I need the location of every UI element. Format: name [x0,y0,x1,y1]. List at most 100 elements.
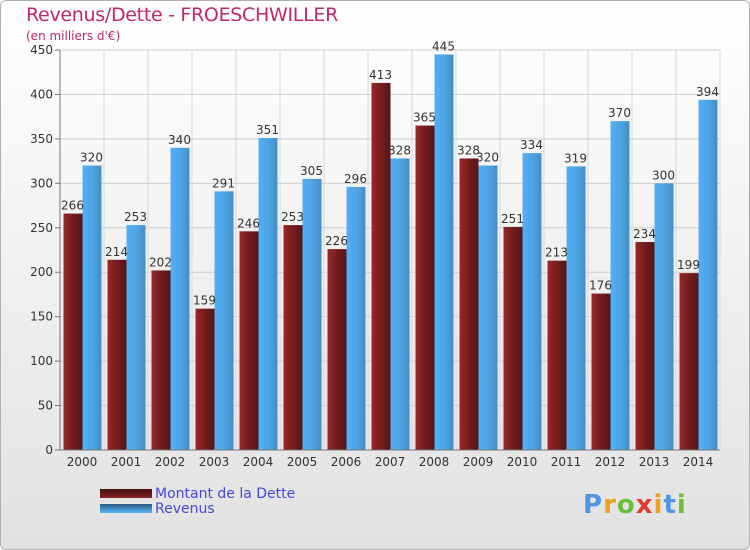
y-tick-label: 200 [30,265,53,279]
proxiti-logo: Proxiti [583,490,687,520]
x-tick-label: 2012 [595,455,626,469]
bar-dette [459,158,479,450]
y-tick-label: 350 [30,132,53,146]
data-label-revenus: 340 [168,133,191,147]
bar-revenus [214,191,234,451]
data-label-revenus: 305 [300,164,323,178]
bar-dette [371,82,391,450]
data-label-revenus: 320 [476,151,499,165]
data-label-dette: 199 [677,258,700,272]
logo-letter: i [653,490,664,520]
logo-letter: P [583,490,604,520]
x-tick-label: 2003 [199,455,230,469]
bar-revenus [302,178,322,450]
bar-revenus [698,99,718,451]
data-label-revenus: 300 [652,168,675,182]
bar-revenus [346,186,366,450]
data-label-dette: 251 [501,212,524,226]
bar-revenus [390,158,410,450]
data-label-dette: 176 [589,279,612,293]
data-label-dette: 253 [281,210,304,224]
data-label-revenus: 445 [432,39,455,53]
y-tick-label: 450 [30,43,53,57]
bar-revenus [434,54,454,450]
bar-dette [151,270,171,450]
legend-swatch-revenus [100,504,152,513]
data-label-revenus: 394 [696,85,719,99]
bar-revenus [522,153,542,450]
bar-revenus [170,147,190,450]
bar-revenus [82,165,102,451]
bar-dette [503,226,523,450]
x-tick-label: 2001 [111,455,142,469]
logo-letter: t [663,490,677,520]
data-label-revenus: 296 [344,172,367,186]
data-label-dette: 365 [413,111,436,125]
data-label-dette: 214 [105,245,128,259]
bar-revenus [610,121,630,450]
data-label-dette: 413 [369,68,392,82]
legend-item-revenus: Revenus [100,500,295,517]
x-tick-label: 2013 [639,455,670,469]
data-label-dette: 213 [545,246,568,260]
bar-dette [635,242,655,450]
data-label-revenus: 351 [256,123,279,137]
data-label-revenus: 370 [608,106,631,120]
chart-subtitle: (en milliers d'€) [26,29,121,43]
y-tick-label: 250 [30,221,53,235]
data-label-revenus: 334 [520,138,543,152]
x-tick-label: 2007 [375,455,406,469]
legend: Montant de la Dette Revenus [100,485,296,517]
legend-label-dette: Montant de la Dette [155,485,296,502]
y-tick-label: 400 [30,87,53,101]
bar-dette [327,249,347,450]
data-label-revenus: 253 [124,210,147,224]
x-tick-label: 2011 [551,455,582,469]
x-tick-label: 2004 [243,455,274,469]
y-tick-label: 100 [30,354,53,368]
data-label-dette: 246 [237,216,260,230]
bar-revenus [478,165,498,451]
bar-dette [195,308,215,450]
x-tick-label: 2009 [463,455,494,469]
legend-label-revenus: Revenus [155,500,215,517]
bar-revenus [258,138,278,450]
logo-letter: i [676,490,687,520]
data-label-dette: 202 [149,255,172,269]
bar-dette [547,260,567,450]
x-tick-label: 2002 [155,455,186,469]
bar-dette [415,125,435,451]
data-label-dette: 226 [325,234,348,248]
data-label-revenus: 291 [212,176,235,190]
data-label-dette: 328 [457,143,480,157]
bar-dette [283,225,303,450]
legend-swatch-dette [100,489,152,498]
chart-title: Revenus/Dette - FROESCHWILLER [26,4,338,26]
x-tick-label: 2014 [683,455,714,469]
data-label-dette: 159 [193,294,216,308]
y-tick-label: 50 [38,399,53,413]
data-label-dette: 266 [61,199,84,213]
data-label-revenus: 319 [564,151,587,165]
logo-letter: r [603,490,617,520]
data-label-dette: 234 [633,227,656,241]
x-tick-label: 2006 [331,455,362,469]
y-tick-label: 300 [30,176,53,190]
logo-letter: x [635,490,654,520]
bar-dette [107,259,127,450]
x-tick-label: 2010 [507,455,538,469]
x-tick-label: 2008 [419,455,450,469]
data-label-revenus: 328 [388,143,411,157]
data-label-revenus: 320 [80,151,103,165]
x-tick-label: 2005 [287,455,318,469]
legend-item-dette: Montant de la Dette [100,485,296,502]
bar-dette [591,293,611,450]
bar-dette [239,231,259,450]
x-tick-label: 2000 [67,455,98,469]
y-tick-label: 150 [30,310,53,324]
bar-dette [63,213,83,450]
logo-letter: o [616,490,636,520]
bar-revenus [126,225,146,450]
bar-revenus [566,166,586,450]
